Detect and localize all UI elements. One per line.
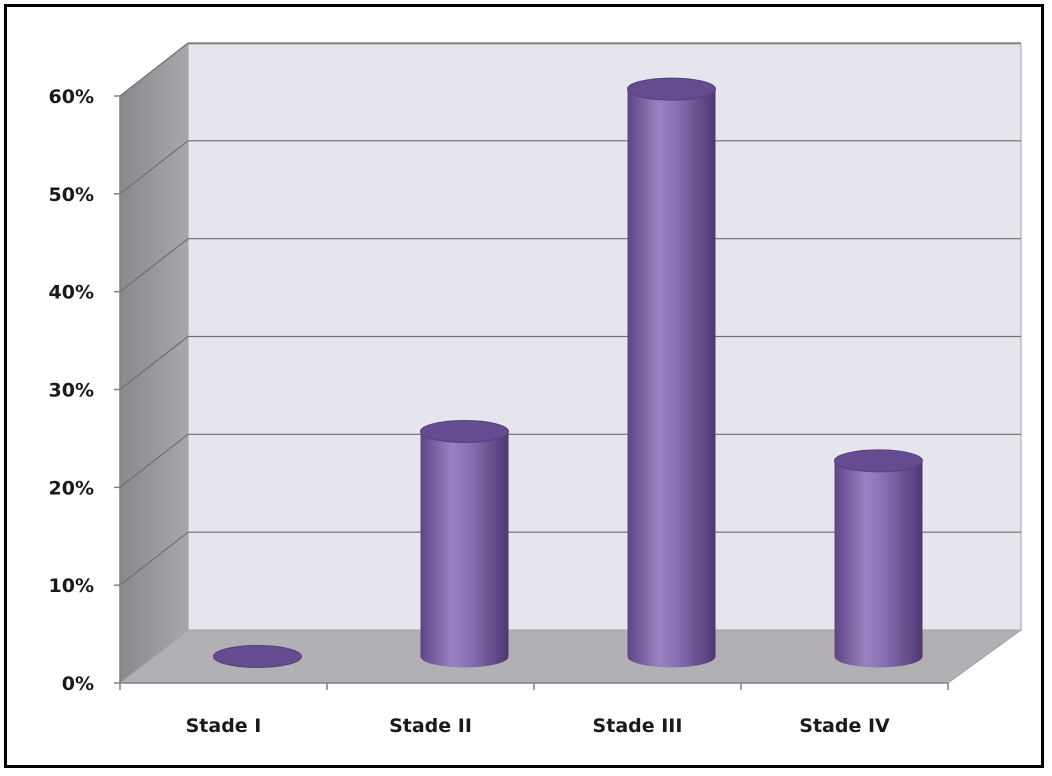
bar-top	[213, 645, 302, 668]
gridlines	[119, 42, 1021, 586]
bar-body	[834, 460, 923, 668]
gridline-side	[119, 42, 189, 97]
bar-body	[420, 431, 509, 668]
bar	[627, 77, 716, 668]
bar-top	[420, 419, 509, 443]
x-tick-label: Stade I	[186, 715, 262, 737]
gridline-side	[119, 433, 189, 488]
x-tick-label: Stade III	[593, 715, 683, 737]
y-axis: 0% 10% 20% 30% 40% 50% 60%	[49, 86, 121, 695]
bar	[834, 449, 923, 668]
bar	[213, 645, 302, 668]
y-tick-label: 40%	[49, 282, 94, 304]
y-tick-label: 0%	[62, 673, 94, 695]
bar-body	[627, 89, 716, 668]
y-tick-label: 30%	[49, 380, 94, 402]
gridline-side	[119, 336, 189, 390]
y-tick-label: 50%	[49, 184, 94, 206]
bar-top	[627, 77, 716, 101]
gridline-side	[119, 531, 189, 586]
bar-top	[834, 449, 923, 473]
bar	[420, 419, 509, 668]
x-axis: Stade I Stade II Stade III Stade IV	[119, 682, 949, 737]
y-tick-label: 10%	[49, 575, 94, 597]
x-tick-label: Stade II	[389, 715, 472, 737]
gridline-side	[119, 238, 189, 293]
y-tick-label: 20%	[49, 477, 94, 499]
bars	[213, 77, 923, 668]
gridline-side	[119, 140, 189, 195]
x-tick-label: Stade IV	[799, 715, 890, 737]
y-tick-label: 60%	[49, 86, 94, 108]
